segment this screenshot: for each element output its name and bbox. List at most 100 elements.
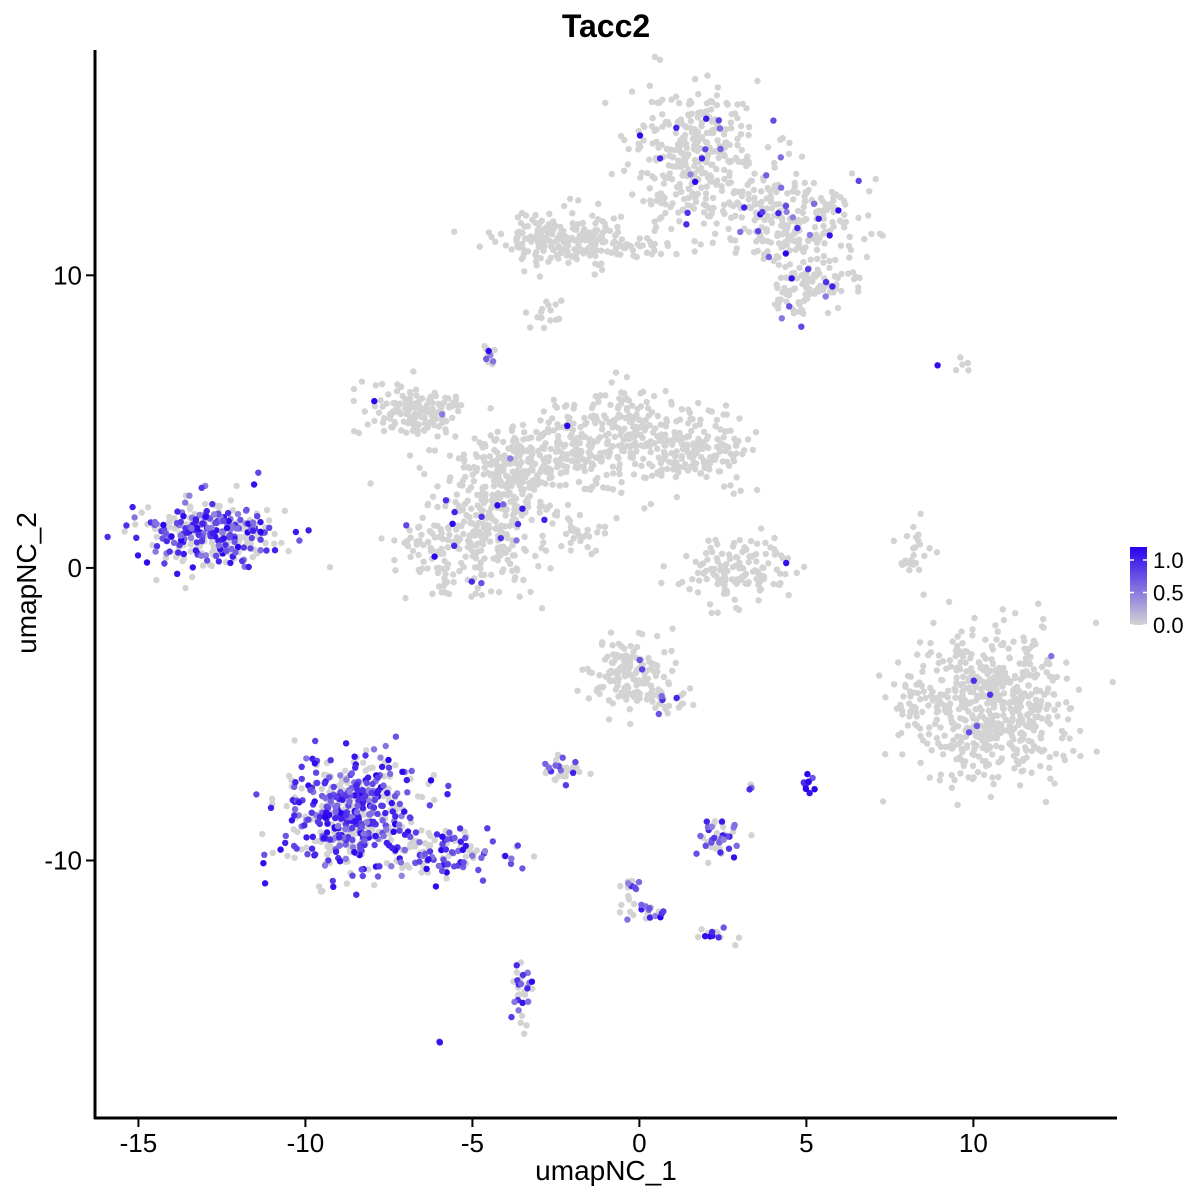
cell-point [682,160,689,167]
cell-point [364,774,372,781]
cell-point [608,379,615,386]
cell-point [736,536,743,544]
cell-point [994,712,1001,719]
cell-point [796,264,803,272]
cell-point [650,667,657,674]
cell-point [236,533,243,541]
cell-point [1009,709,1016,716]
cell-point [599,218,606,225]
cell-point [685,185,692,192]
cell-point [737,131,745,138]
cell-point [1000,616,1008,624]
cell-point [698,155,706,162]
cell-point [849,269,857,276]
cell-point [676,218,683,225]
cell-point [564,515,572,522]
cell-point [342,792,350,800]
cell-point [406,452,414,459]
cell-point [184,529,191,536]
cell-point [250,481,258,488]
cell-point [599,420,606,428]
cell-point [660,563,667,570]
cell-point [129,503,136,511]
cell-point [438,411,446,418]
cell-point [618,236,626,243]
cell-point [568,253,575,260]
cell-point [708,98,715,105]
cell-point [162,555,169,562]
cell-point [521,533,528,540]
cell-point [359,872,366,880]
cell-point [695,577,703,584]
cell-point [555,242,562,249]
cell-point [751,194,758,202]
cell-point [397,859,405,866]
cell-point [403,776,410,784]
cell-point [511,459,518,466]
cell-point [584,526,591,533]
cell-point [522,498,530,505]
cell-point [793,275,801,282]
cell-point [1030,637,1038,644]
cell-point [936,777,943,784]
cell-point [342,740,350,747]
cell-point [705,859,712,867]
cell-point [434,433,441,440]
cell-point [791,269,798,277]
cell-point [425,538,432,545]
cell-point [747,537,755,545]
cell-point [708,106,715,113]
cell-point [628,402,636,409]
cell-point [166,548,173,555]
cell-point [610,470,617,477]
cell-point [814,266,821,273]
cell-point [805,237,812,245]
cell-point [720,568,727,576]
cell-point [487,405,494,412]
cell-point [614,453,621,461]
cell-point [941,732,948,739]
cell-point [959,673,967,681]
cell-point [707,460,714,467]
cell-point [478,591,485,599]
cell-point [291,737,298,744]
cell-point [550,246,557,254]
cell-point [233,525,241,532]
cell-point [308,845,316,852]
cell-point [533,428,540,436]
cell-point [672,191,680,198]
cell-point [518,255,525,263]
cell-point [592,226,599,234]
cell-point [939,657,947,665]
cell-point [969,775,976,783]
cell-point [335,834,343,841]
cell-point [721,586,728,594]
cell-point [913,713,920,720]
cell-point [403,410,410,418]
cell-point [614,251,621,258]
cell-point [1015,708,1022,715]
cell-point [861,235,868,243]
cell-point [434,522,441,530]
cell-point [208,562,215,570]
cell-point [1020,634,1027,641]
cell-point [920,688,927,695]
cell-point [153,533,160,541]
cell-point [952,694,959,701]
cell-point [511,552,518,559]
cell-point [952,687,959,695]
cell-point [658,692,665,700]
cell-point [298,775,305,783]
cell-point [508,246,515,253]
cell-point [764,143,772,151]
cell-point [773,281,780,288]
cell-point [900,693,907,700]
cell-point [521,235,529,242]
cell-point [532,552,539,560]
cell-point [737,487,744,494]
cell-point [962,758,969,765]
cell-point [500,566,507,573]
cell-point [446,452,454,459]
x-tick-label: -15 [120,1128,158,1158]
cell-point [725,180,732,187]
